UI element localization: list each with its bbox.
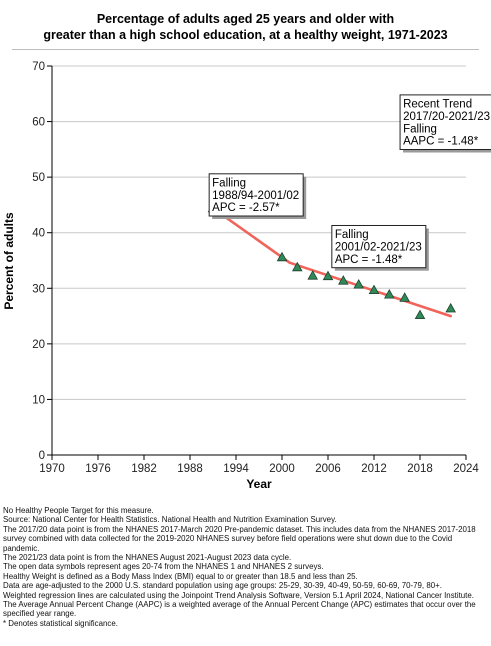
x-tick-label: 1982 xyxy=(131,463,157,475)
footnote: No Healthy People Target for this measur… xyxy=(3,506,154,515)
x-tick-label: 2018 xyxy=(407,463,433,475)
data-point[interactable] xyxy=(338,275,349,285)
annotation-text: 2017/20-2021/23 xyxy=(403,111,490,123)
footnote: Source: National Center for Health Stati… xyxy=(3,515,337,525)
annotation-text: Falling xyxy=(212,177,246,189)
data-point[interactable] xyxy=(399,292,410,302)
chart-title-line-2: greater than a high school education, at… xyxy=(43,28,448,42)
x-axis-label: Year xyxy=(246,477,272,491)
y-tick-label: 40 xyxy=(32,228,45,240)
data-point[interactable] xyxy=(384,288,395,299)
y-tick-label: 20 xyxy=(32,339,45,351)
footnote: Healthy Weight is defined as a Body Mass… xyxy=(3,571,358,581)
y-tick-label: 70 xyxy=(32,61,45,73)
annotation-text: 2001/02-2021/23 xyxy=(335,241,422,253)
y-tick-label: 50 xyxy=(32,172,45,184)
annotation-box xyxy=(208,173,304,217)
footnotes: No Healthy People Target for this measur… xyxy=(3,506,489,628)
data-point[interactable] xyxy=(276,251,288,262)
annotation-text: Falling xyxy=(403,123,437,135)
data-points xyxy=(207,202,456,320)
y-tick-label: 0 xyxy=(39,450,45,462)
x-tick-label: 1988 xyxy=(177,463,203,475)
footnote: Data are age-adjusted to the 2000 U.S. s… xyxy=(3,581,442,591)
footnote: The Average Annual Percent Change (AAPC)… xyxy=(3,600,476,619)
x-tick-label: 1994 xyxy=(223,463,249,475)
footnote: The open data symbols represent ages 20-… xyxy=(3,562,324,572)
footnote: The 2021/23 data point is from the NHANE… xyxy=(3,553,292,563)
y-tick-label: 10 xyxy=(32,394,45,406)
data-point[interactable] xyxy=(307,270,318,280)
x-tick-label: 1970 xyxy=(39,463,65,475)
trend-chart: 0 10 20 30 40 50 60 70 1970 1976 1982 1988 1994 2000 2… xyxy=(2,61,491,491)
annotation-box xyxy=(399,94,491,150)
footnote: Weighted regression lines are calculated… xyxy=(3,590,474,600)
data-point[interactable] xyxy=(368,284,380,295)
annotation-text: AAPC = -1.48* xyxy=(403,136,479,148)
x-tick-label: 2012 xyxy=(361,463,387,475)
data-point[interactable] xyxy=(292,261,303,272)
x-tick-label: 2006 xyxy=(315,463,341,475)
data-point[interactable] xyxy=(414,309,426,320)
grid-lines xyxy=(52,65,466,400)
tick-labels: 0 10 20 30 40 50 60 70 1970 1976 1982 1988 1994 2000 2… xyxy=(32,61,479,475)
y-tick-label: 30 xyxy=(32,283,45,295)
chart-title: Percentage of adults aged 25 years and o… xyxy=(0,11,491,43)
annotation-text: Falling xyxy=(335,229,369,241)
footnote: The 2017/20 data point is from the NHANE… xyxy=(3,524,476,553)
data-point[interactable] xyxy=(322,270,334,281)
axes xyxy=(47,65,467,460)
x-tick-label: 1976 xyxy=(85,463,111,475)
y-tick-label: 60 xyxy=(32,117,45,129)
chart-title-line-1: Percentage of adults aged 25 years and o… xyxy=(96,12,395,26)
trend-segment xyxy=(288,261,452,318)
annotation-text: 1988/94-2001/02 xyxy=(212,190,299,202)
annotation-text: Recent Trend xyxy=(403,98,472,110)
annotation-text: APC = -2.57* xyxy=(212,202,280,214)
footnote: * Denotes statistical significance. xyxy=(3,618,118,628)
data-point[interactable] xyxy=(445,302,456,313)
x-tick-label: 2024 xyxy=(453,463,479,475)
x-tick-label: 2000 xyxy=(269,463,295,475)
y-axis-label: Percent of adults xyxy=(2,212,16,310)
title-divider xyxy=(12,49,479,50)
annotation-box xyxy=(331,224,427,269)
data-point[interactable] xyxy=(353,278,364,289)
annotation-text: APC = -1.48* xyxy=(335,254,403,266)
